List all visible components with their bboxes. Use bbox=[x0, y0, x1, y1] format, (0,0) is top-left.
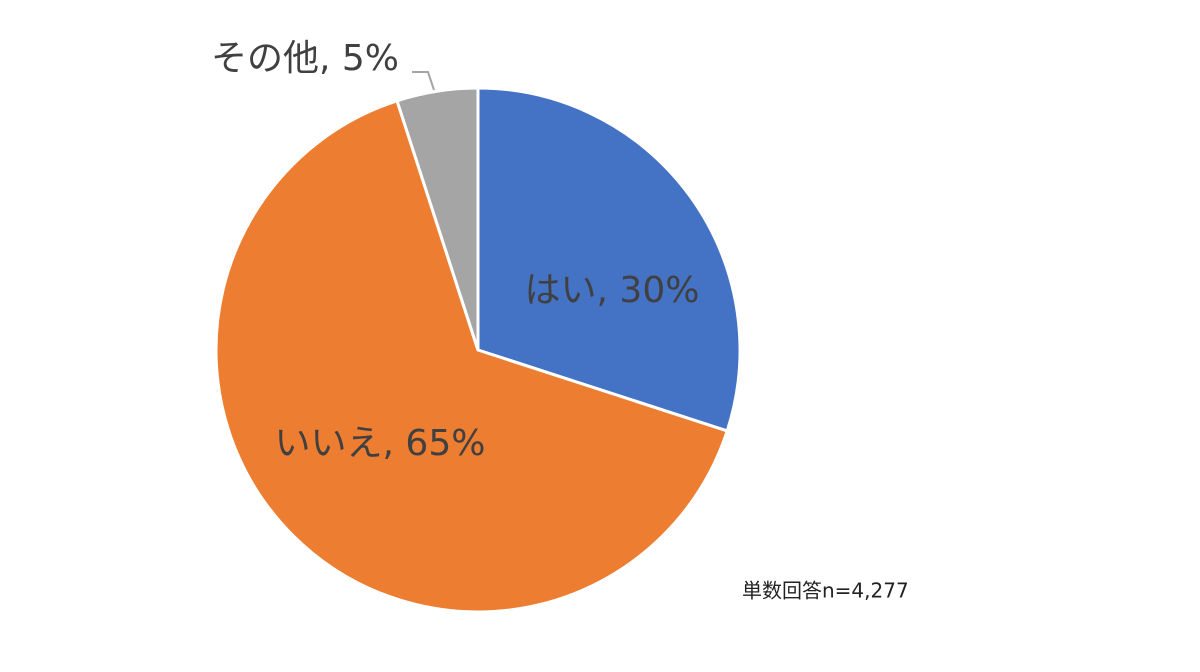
annotation: 単数回答n=4,277 bbox=[742, 579, 909, 603]
pie-slice bbox=[214, 98, 730, 614]
leader-line bbox=[412, 71, 435, 91]
data-label: はい, 30% bbox=[525, 270, 700, 311]
data-label: その他, 5% bbox=[211, 38, 399, 79]
pie-slice bbox=[395, 86, 480, 351]
data-label: いいえ, 65% bbox=[275, 423, 486, 464]
pie-slice bbox=[476, 86, 742, 433]
